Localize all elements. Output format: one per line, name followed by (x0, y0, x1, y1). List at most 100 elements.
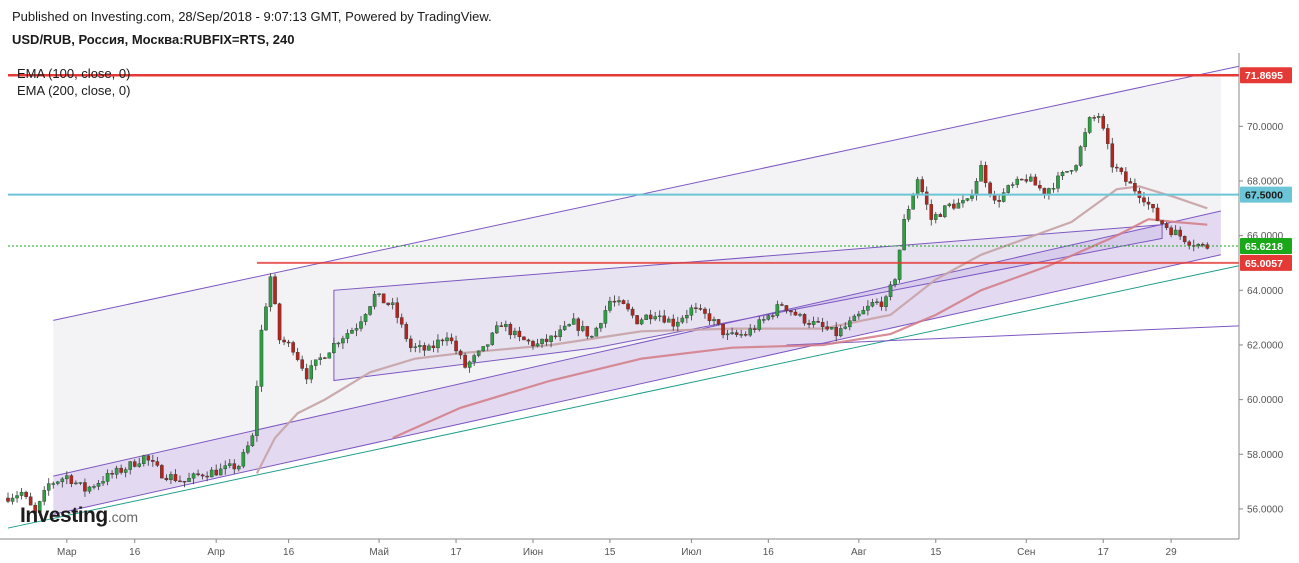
candle-body (617, 300, 621, 303)
logo-domain: .com (107, 509, 139, 525)
price-badge-label: 67.5000 (1245, 190, 1283, 202)
candle-body (983, 165, 988, 184)
x-tick-label: 15 (604, 547, 616, 558)
candle-body (685, 315, 689, 319)
candle-body (119, 467, 123, 473)
x-tick-label: 29 (1166, 547, 1178, 558)
candle-body (848, 320, 852, 328)
horizontal-levels (8, 73, 1239, 264)
candle-body (169, 474, 173, 481)
axes: 56.0000 58.0000 60.0000 62.0000 64.0000 66.00… (0, 53, 1284, 558)
candle-body (19, 491, 24, 496)
candle-body (182, 480, 187, 483)
candle-body (816, 321, 820, 323)
candle-body (1187, 241, 1192, 246)
candle-body (1096, 116, 1101, 118)
candle-body (160, 465, 164, 479)
candle-body (866, 305, 870, 311)
candle-body (567, 324, 571, 327)
candle-body (268, 276, 273, 308)
candle-body (481, 346, 485, 352)
candle-body (431, 345, 436, 349)
candle-body (716, 319, 721, 325)
candle-body (630, 308, 635, 316)
candle-body (612, 300, 617, 303)
price-badge-label: 65.6218 (1245, 241, 1283, 253)
candle-body (259, 329, 264, 387)
candle-body (1029, 176, 1033, 182)
candle-body (237, 465, 241, 470)
candle-body (1065, 171, 1069, 173)
candle-body (1056, 175, 1060, 189)
candle-body (924, 191, 929, 205)
candle-body (1019, 178, 1024, 181)
candle-body (621, 300, 626, 305)
legend-ema-200[interactable]: EMA (200, close, 0) (17, 83, 131, 98)
candle-body (178, 480, 182, 483)
candle-body (1006, 185, 1010, 193)
candle-body (938, 214, 943, 217)
candle-body (549, 335, 553, 342)
candle-body (608, 300, 612, 311)
candle-body (300, 359, 304, 369)
y-tick-label: 62.0000 (1247, 340, 1284, 351)
candle-body (105, 473, 110, 482)
candle-body (1001, 192, 1006, 202)
channel-lower-line (53, 210, 1222, 477)
candle-body (825, 326, 829, 330)
candle-body (336, 342, 341, 345)
x-tick-label: Сен (1017, 547, 1035, 558)
candle-body (74, 482, 78, 485)
candle-body (345, 333, 350, 339)
candle-body (458, 350, 463, 356)
candle-body (55, 481, 60, 484)
candle-body (304, 368, 309, 380)
candle-body (141, 455, 146, 464)
candle-body (472, 355, 476, 363)
candle-body (802, 314, 807, 324)
y-tick-label: 56.0000 (1247, 504, 1284, 515)
candle-body (811, 321, 816, 325)
candle-body (1110, 143, 1115, 168)
candle-body (101, 481, 105, 484)
candle-body (490, 332, 495, 345)
candle-body (762, 319, 766, 321)
candle-body (752, 328, 757, 330)
candle-body (1151, 204, 1155, 209)
candle-body (1074, 165, 1078, 171)
candle-body (1087, 117, 1092, 133)
candle-body (1146, 201, 1151, 205)
candle-body (635, 315, 639, 325)
candle-body (146, 455, 151, 461)
candle-body (943, 205, 947, 217)
candle-body (743, 334, 748, 336)
candle-body (209, 469, 214, 478)
candle-body (6, 497, 10, 502)
candle-body (449, 337, 454, 342)
candle-body (132, 461, 137, 467)
channel-upper-line (53, 65, 1240, 321)
y-tick-label: 58.0000 (1247, 450, 1284, 461)
candle-body (920, 179, 924, 193)
price-badge-last (1240, 237, 1292, 254)
candle-body (1060, 172, 1065, 177)
x-tick-label: Июн (523, 547, 543, 558)
x-tick-label: Апр (207, 547, 225, 558)
x-tick-label: 16 (283, 547, 295, 558)
x-tick-label: Май (369, 547, 389, 558)
candle-body (409, 338, 413, 348)
candle-body (250, 435, 255, 447)
candle-body (1169, 227, 1173, 236)
candle-body (368, 306, 372, 315)
candle-body (531, 340, 535, 347)
candle-body (843, 326, 848, 329)
candle-body (902, 219, 906, 251)
candle-body (875, 301, 879, 304)
legend-ema-100[interactable]: EMA (100, close, 0) (17, 66, 131, 81)
candle-body (807, 323, 811, 325)
candle-body (78, 482, 83, 484)
long-trend-line (786, 325, 1240, 346)
candle-body (571, 318, 576, 325)
x-tick-label: Июл (681, 547, 701, 558)
